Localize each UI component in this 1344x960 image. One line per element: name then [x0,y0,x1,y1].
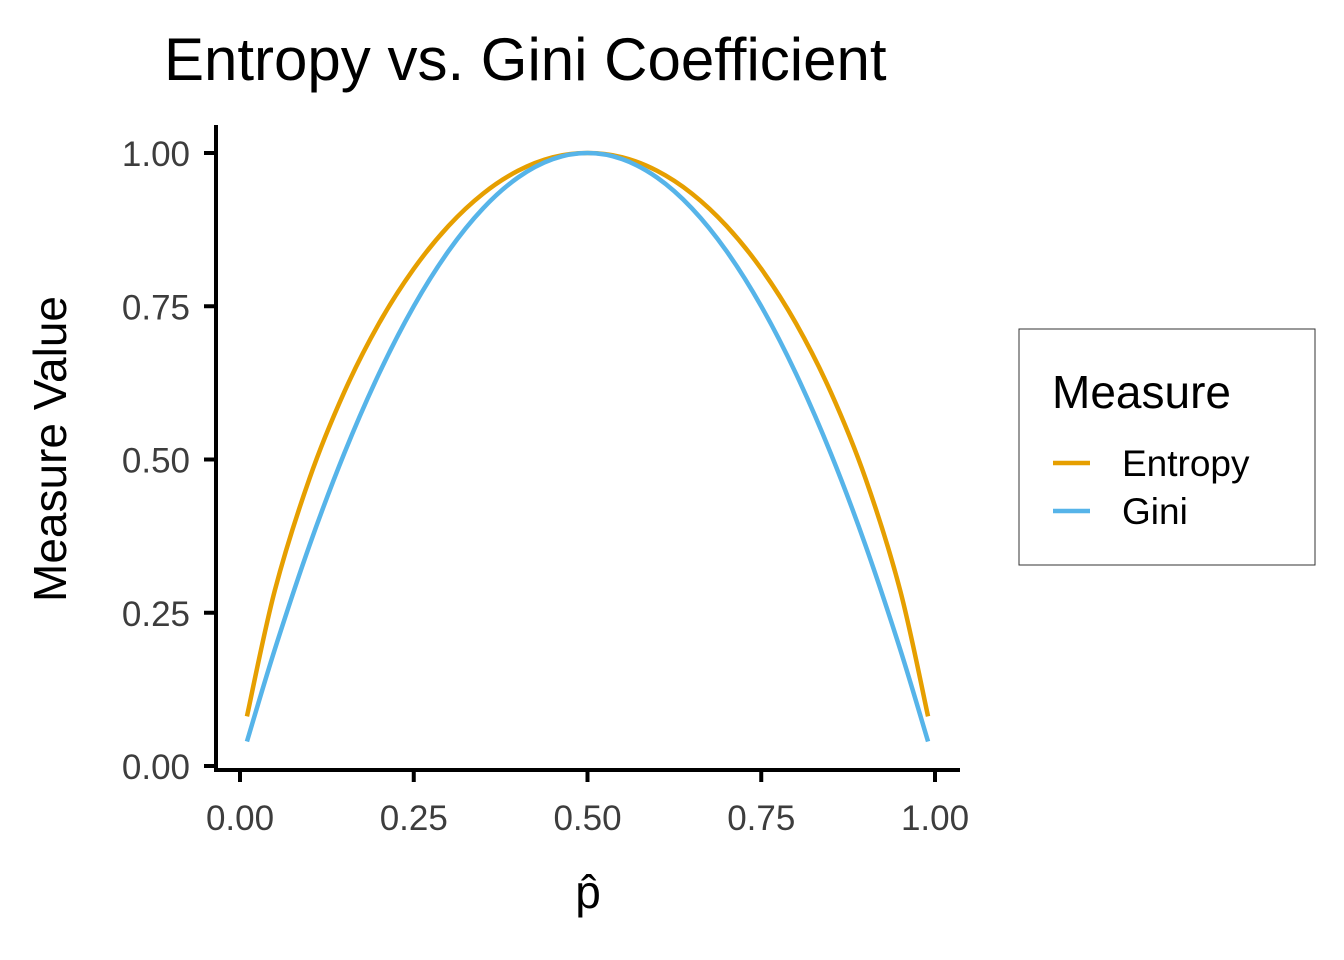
legend-label-entropy: Entropy [1122,443,1250,484]
y-ticks: 0.00 0.25 0.50 0.75 1.00 [122,135,216,787]
x-ticks: 0.00 0.25 0.50 0.75 1.00 [206,770,969,838]
x-tick-label: 0.25 [380,799,448,838]
plot-area [244,150,931,743]
y-axis-title: Measure Value [24,296,76,602]
legend-items: Entropy Gini [1053,443,1250,532]
series-line-gini [244,150,931,743]
x-tick-label: 1.00 [901,799,969,838]
x-tick-label: 0.00 [206,799,274,838]
y-tick-label: 0.00 [122,748,190,787]
y-tick-label: 0.25 [122,595,190,634]
y-tick-label: 1.00 [122,135,190,174]
series-line-entropy [244,150,931,717]
chart-title: Entropy vs. Gini Coefficient [164,26,887,93]
legend-label-gini: Gini [1122,491,1188,532]
x-tick-label: 0.50 [553,799,621,838]
legend-box [1018,328,1316,566]
y-tick-label: 0.50 [122,442,190,481]
legend-title: Measure [1052,366,1231,418]
x-axis-title: p̂ [575,866,601,918]
legend: Measure Entropy Gini [1018,328,1316,566]
x-tick-label: 0.75 [727,799,795,838]
y-tick-label: 0.75 [122,288,190,327]
